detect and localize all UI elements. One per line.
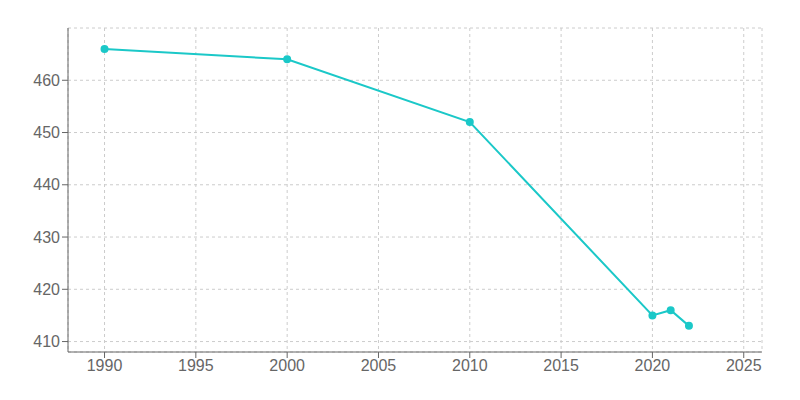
svg-text:440: 440 xyxy=(33,176,60,193)
svg-text:2005: 2005 xyxy=(361,357,397,374)
svg-text:410: 410 xyxy=(33,333,60,350)
svg-text:2000: 2000 xyxy=(269,357,305,374)
svg-text:460: 460 xyxy=(33,72,60,89)
svg-text:420: 420 xyxy=(33,281,60,298)
svg-text:430: 430 xyxy=(33,229,60,246)
svg-text:1995: 1995 xyxy=(178,357,214,374)
svg-text:450: 450 xyxy=(33,124,60,141)
svg-text:2015: 2015 xyxy=(543,357,579,374)
svg-text:1990: 1990 xyxy=(87,357,123,374)
svg-text:2025: 2025 xyxy=(726,357,762,374)
svg-text:2010: 2010 xyxy=(452,357,488,374)
svg-text:2020: 2020 xyxy=(635,357,671,374)
